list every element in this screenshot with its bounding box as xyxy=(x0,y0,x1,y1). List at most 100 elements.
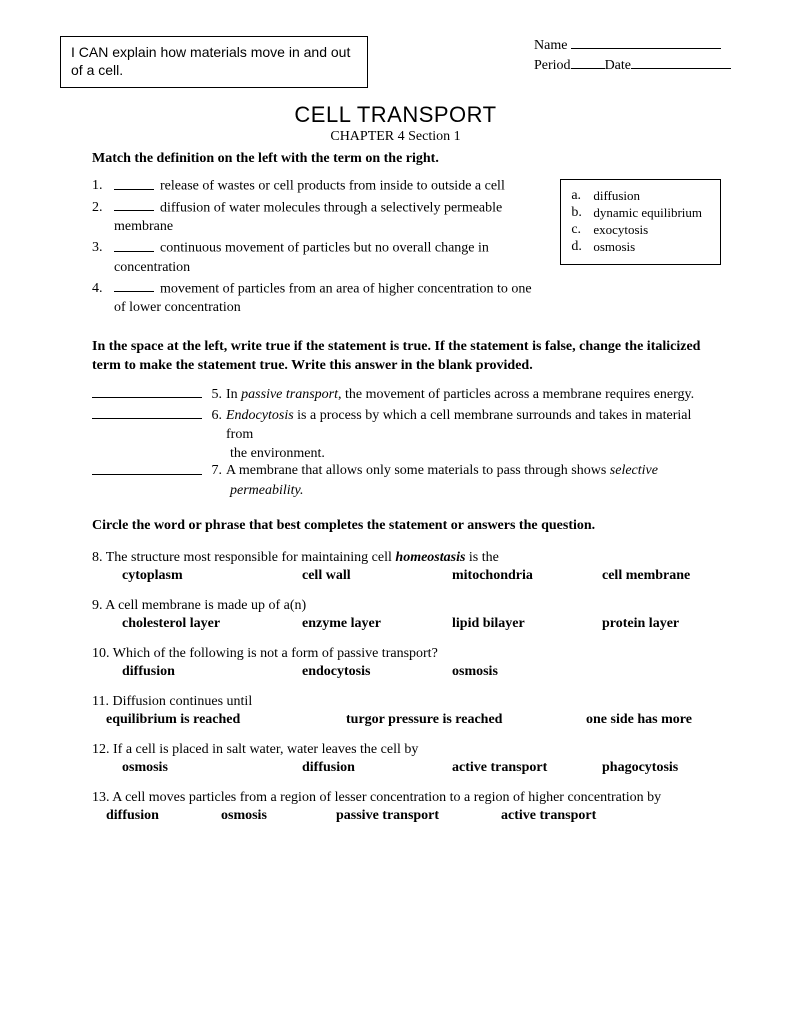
mc-options: cytoplasm cell wall mitochondria cell me… xyxy=(122,568,721,584)
name-line: Name xyxy=(534,36,731,56)
ican-objective-box: I CAN explain how materials move in and … xyxy=(60,36,368,88)
mc-option[interactable]: protein layer xyxy=(602,616,752,632)
matching-row: 1. release of wastes or cell products fr… xyxy=(92,177,721,320)
tf-item: 6. Endocytosis is a process by which a c… xyxy=(92,407,721,445)
match-item: 2. diffusion of water molecules through … xyxy=(92,199,542,237)
worksheet-title: CELL TRANSPORT xyxy=(60,102,731,128)
mc-question: 11. Diffusion continues until xyxy=(92,694,721,710)
content-area: Match the definition on the left with th… xyxy=(92,151,721,824)
match-number: 1. xyxy=(92,177,114,196)
section1-instructions: Match the definition on the left with th… xyxy=(92,151,721,167)
section3-instructions: Circle the word or phrase that best comp… xyxy=(92,517,721,536)
name-date-block: Name Period Date xyxy=(534,36,731,75)
mc-option[interactable]: diffusion xyxy=(106,808,221,824)
match-item: 4. movement of particles from an area of… xyxy=(92,280,542,318)
period-label: Period xyxy=(534,58,571,73)
mc-options: cholesterol layer enzyme layer lipid bil… xyxy=(122,616,721,632)
term-letter: d. xyxy=(571,239,593,255)
term-row: a.diffusion xyxy=(571,188,702,204)
tf-continuation: the environment. xyxy=(92,446,721,462)
match-text: continuous movement of particles but no … xyxy=(114,239,542,277)
mc-option[interactable]: phagocytosis xyxy=(602,760,752,776)
match-item: 1. release of wastes or cell products fr… xyxy=(92,177,542,196)
mc-option[interactable]: passive transport xyxy=(336,808,501,824)
match-number: 3. xyxy=(92,239,114,277)
tf-item: 5. In passive transport, the movement of… xyxy=(92,386,721,405)
mc-options: osmosis diffusion active transport phago… xyxy=(122,760,721,776)
term-letter: b. xyxy=(571,205,593,221)
mc-block: 8. The structure most responsible for ma… xyxy=(92,550,721,824)
match-item: 3. continuous movement of particles but … xyxy=(92,239,542,277)
title-block: CELL TRANSPORT CHAPTER 4 Section 1 xyxy=(60,102,731,145)
answer-blank[interactable] xyxy=(114,177,154,190)
period-blank[interactable] xyxy=(571,56,605,69)
answer-blank[interactable] xyxy=(114,280,154,293)
matching-definitions: 1. release of wastes or cell products fr… xyxy=(92,177,542,320)
answer-blank[interactable] xyxy=(92,407,202,420)
term-text: osmosis xyxy=(593,239,635,255)
mc-option[interactable]: turgor pressure is reached xyxy=(346,712,586,728)
worksheet-subtitle: CHAPTER 4 Section 1 xyxy=(60,129,731,145)
term-letter: c. xyxy=(571,222,593,238)
match-number: 4. xyxy=(92,280,114,318)
term-text: exocytosis xyxy=(593,222,648,238)
ican-text: I CAN explain how materials move in and … xyxy=(71,44,350,78)
answer-blank[interactable] xyxy=(114,199,154,212)
worksheet-page: I CAN explain how materials move in and … xyxy=(0,0,791,878)
term-box: a.diffusion b.dynamic equilibrium c.exoc… xyxy=(560,179,721,265)
mc-option[interactable]: cell wall xyxy=(302,568,452,584)
tf-text: Endocytosis is a process by which a cell… xyxy=(226,407,721,445)
header-row: I CAN explain how materials move in and … xyxy=(60,36,731,88)
mc-option[interactable]: active transport xyxy=(501,808,651,824)
name-blank[interactable] xyxy=(571,36,721,49)
mc-question: 9. A cell membrane is made up of a(n) xyxy=(92,598,721,614)
mc-option[interactable]: active transport xyxy=(452,760,602,776)
mc-option[interactable]: osmosis xyxy=(452,664,602,680)
mc-option[interactable]: cytoplasm xyxy=(122,568,302,584)
mc-question: 10. Which of the following is not a form… xyxy=(92,646,721,662)
tf-text: In passive transport, the movement of pa… xyxy=(226,386,721,405)
mc-option[interactable]: enzyme layer xyxy=(302,616,452,632)
term-row: d.osmosis xyxy=(571,239,702,255)
mc-option[interactable]: osmosis xyxy=(122,760,302,776)
term-text: diffusion xyxy=(593,188,640,204)
mc-option[interactable]: cell membrane xyxy=(602,568,752,584)
mc-question: 13. A cell moves particles from a region… xyxy=(92,790,721,806)
date-label: Date xyxy=(605,58,631,73)
mc-option[interactable]: diffusion xyxy=(122,664,302,680)
answer-blank[interactable] xyxy=(114,239,154,252)
mc-option[interactable]: cholesterol layer xyxy=(122,616,302,632)
section2-instructions: In the space at the left, write true if … xyxy=(92,338,721,376)
name-label: Name xyxy=(534,38,567,53)
match-text: diffusion of water molecules through a s… xyxy=(114,199,542,237)
match-text: release of wastes or cell products from … xyxy=(114,177,542,196)
mc-question: 12. If a cell is placed in salt water, w… xyxy=(92,742,721,758)
term-text: dynamic equilibrium xyxy=(593,205,702,221)
answer-blank[interactable] xyxy=(92,462,202,475)
period-date-line: Period Date xyxy=(534,56,731,76)
mc-option[interactable]: endocytosis xyxy=(302,664,452,680)
mc-option[interactable]: equilibrium is reached xyxy=(106,712,346,728)
tf-number: 7. xyxy=(202,462,226,481)
date-blank[interactable] xyxy=(631,56,731,69)
mc-options: diffusion endocytosis osmosis xyxy=(122,664,721,680)
term-row: b.dynamic equilibrium xyxy=(571,205,702,221)
term-row: c.exocytosis xyxy=(571,222,702,238)
tf-text: A membrane that allows only some materia… xyxy=(226,462,721,481)
term-letter: a. xyxy=(571,188,593,204)
tf-number: 6. xyxy=(202,407,226,445)
tf-number: 5. xyxy=(202,386,226,405)
mc-options: equilibrium is reached turgor pressure i… xyxy=(106,712,721,728)
mc-option[interactable]: osmosis xyxy=(221,808,336,824)
mc-option[interactable]: mitochondria xyxy=(452,568,602,584)
tf-item: 7. A membrane that allows only some mate… xyxy=(92,462,721,481)
tf-continuation: permeability. xyxy=(92,483,721,499)
mc-option[interactable]: lipid bilayer xyxy=(452,616,602,632)
mc-question: 8. The structure most responsible for ma… xyxy=(92,550,721,566)
mc-options: diffusion osmosis passive transport acti… xyxy=(106,808,721,824)
mc-option[interactable]: one side has more xyxy=(586,712,736,728)
answer-blank[interactable] xyxy=(92,386,202,399)
mc-option[interactable]: diffusion xyxy=(302,760,452,776)
match-number: 2. xyxy=(92,199,114,237)
match-text: movement of particles from an area of hi… xyxy=(114,280,542,318)
